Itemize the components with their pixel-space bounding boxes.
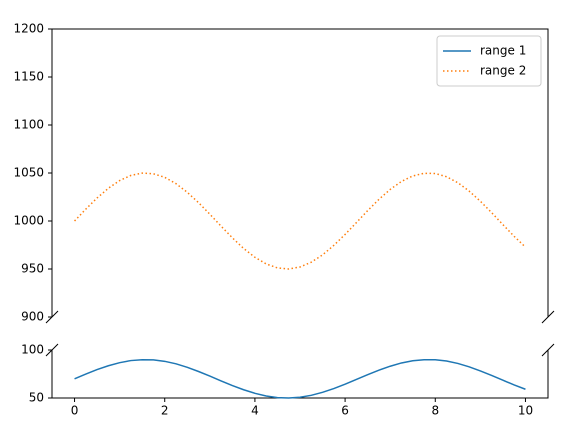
legend-label: range 2 <box>480 64 526 78</box>
bottom-spines <box>51 350 549 399</box>
y-tick-label: 50 <box>29 391 44 405</box>
y-tick-label: 1000 <box>13 214 44 228</box>
legend: range 1 range 2 <box>436 35 542 87</box>
x-tick-label: 6 <box>341 404 349 418</box>
y-tick-label: 1150 <box>13 70 44 84</box>
series-line <box>74 172 526 270</box>
y-tick-label: 900 <box>21 310 44 324</box>
x-tick-label: 8 <box>431 404 439 418</box>
x-tick-label: 4 <box>251 404 259 418</box>
x-tick-label: 2 <box>161 404 169 418</box>
y-tick-label: 1050 <box>13 166 44 180</box>
y-tick-label: 100 <box>21 343 44 357</box>
legend-box <box>436 35 542 87</box>
series-line <box>74 358 526 399</box>
x-tick-label: 10 <box>518 404 533 418</box>
y-tick-label: 1200 <box>13 22 44 36</box>
y-tick-label: 1100 <box>13 118 44 132</box>
legend-label: range 1 <box>480 44 526 58</box>
x-tick-label: 0 <box>71 404 79 418</box>
break-marks <box>45 310 555 357</box>
y-tick-label: 950 <box>21 262 44 276</box>
